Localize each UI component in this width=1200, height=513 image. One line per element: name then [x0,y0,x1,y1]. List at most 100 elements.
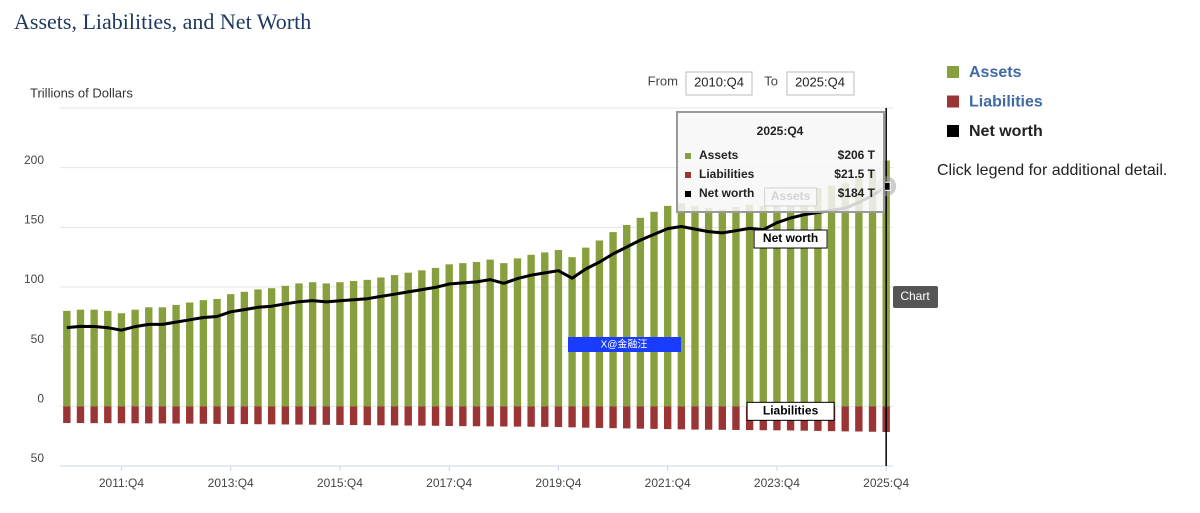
bar [459,263,467,407]
bar [404,406,412,426]
x-tick-label: 2015:Q4 [317,476,363,490]
bar [431,406,440,426]
tooltip-box [676,111,885,213]
legend-label[interactable]: Assets [969,64,1022,81]
tooltip-swatch [685,191,691,197]
chart-button-label[interactable]: Chart [900,289,930,303]
tooltip-swatch [685,153,691,159]
bar [704,406,713,430]
bar [390,275,399,407]
x-tick-label: 2013:Q4 [208,476,254,490]
bar [841,406,849,432]
overlay: X@金融汪 Assets Net worth Liabilities 2025:Q4 As… [568,64,1043,466]
annotation-box [753,229,828,249]
bar [855,406,863,432]
y-tick-label: 50 [31,451,45,465]
bar [213,298,221,407]
bar [759,205,767,407]
bar [267,288,276,407]
bar [513,406,522,427]
legend-swatch[interactable] [947,125,959,137]
bar [267,406,276,425]
bar [227,406,235,424]
y-tick-label: 200 [24,153,44,167]
bar [117,313,126,407]
bar [172,406,180,424]
x-tick-label: 2017:Q4 [426,476,472,490]
bar [541,252,549,407]
y-tick-label: 150 [24,213,44,227]
bar [63,310,71,407]
range-from-input[interactable] [685,71,753,96]
bar [117,406,126,424]
bar [240,406,249,425]
range-from-value[interactable]: 2010:Q4 [694,74,744,89]
bar [431,267,440,407]
bar [582,247,590,407]
bar [541,406,549,427]
tooltip-name: Assets [699,148,739,162]
chart-button[interactable] [893,286,938,308]
bar [145,406,153,424]
bar [76,309,85,407]
bar [554,406,563,427]
legend-swatch[interactable] [947,66,959,78]
bar [90,406,98,424]
bar [609,232,617,407]
x-tick-label: 2011:Q4 [99,476,144,490]
range-to-input[interactable] [786,71,855,96]
bar [336,282,344,407]
bar [582,406,590,428]
bar [295,406,303,425]
bar [227,294,235,407]
bar [377,277,385,407]
bar [186,406,194,424]
bar [718,209,726,407]
bar [186,302,194,407]
legend-label[interactable]: Net worth [969,123,1043,140]
bar [814,187,822,407]
bar [855,177,863,407]
legend-label[interactable]: Liabilities [969,94,1043,111]
range-to-value[interactable]: 2025:Q4 [795,74,845,89]
bar [841,183,849,407]
bar [663,205,672,407]
bar [377,406,385,426]
y-tick-label: 100 [24,272,44,286]
tooltip-value: $206 T [838,148,876,162]
bar [677,406,686,430]
bar [868,170,877,407]
bar [145,307,153,407]
bar [349,406,358,426]
bar [472,261,481,407]
bar [800,190,808,407]
bar [240,291,249,407]
bar [472,406,481,427]
bar [745,204,754,407]
bar [322,283,330,407]
bar [199,406,208,424]
bar [336,406,344,425]
bar [650,211,658,407]
legend-swatch[interactable] [947,95,959,108]
bar [418,270,426,407]
bar [254,289,262,407]
bar [623,224,631,407]
bar [609,406,617,429]
legend-note: Click legend for additional detail. [937,162,1167,179]
line [66,185,888,332]
bar [827,185,836,407]
annotation-box [746,401,835,421]
bar [63,406,71,424]
tooltip-swatch [685,172,691,178]
bar [704,208,713,407]
bar [158,406,167,424]
bar [636,217,645,407]
bar [595,240,604,407]
annotation: Net worth [763,231,818,245]
bar [732,207,740,407]
bar [104,406,112,424]
bar [404,272,412,407]
bar [595,406,604,428]
bar [663,406,672,430]
